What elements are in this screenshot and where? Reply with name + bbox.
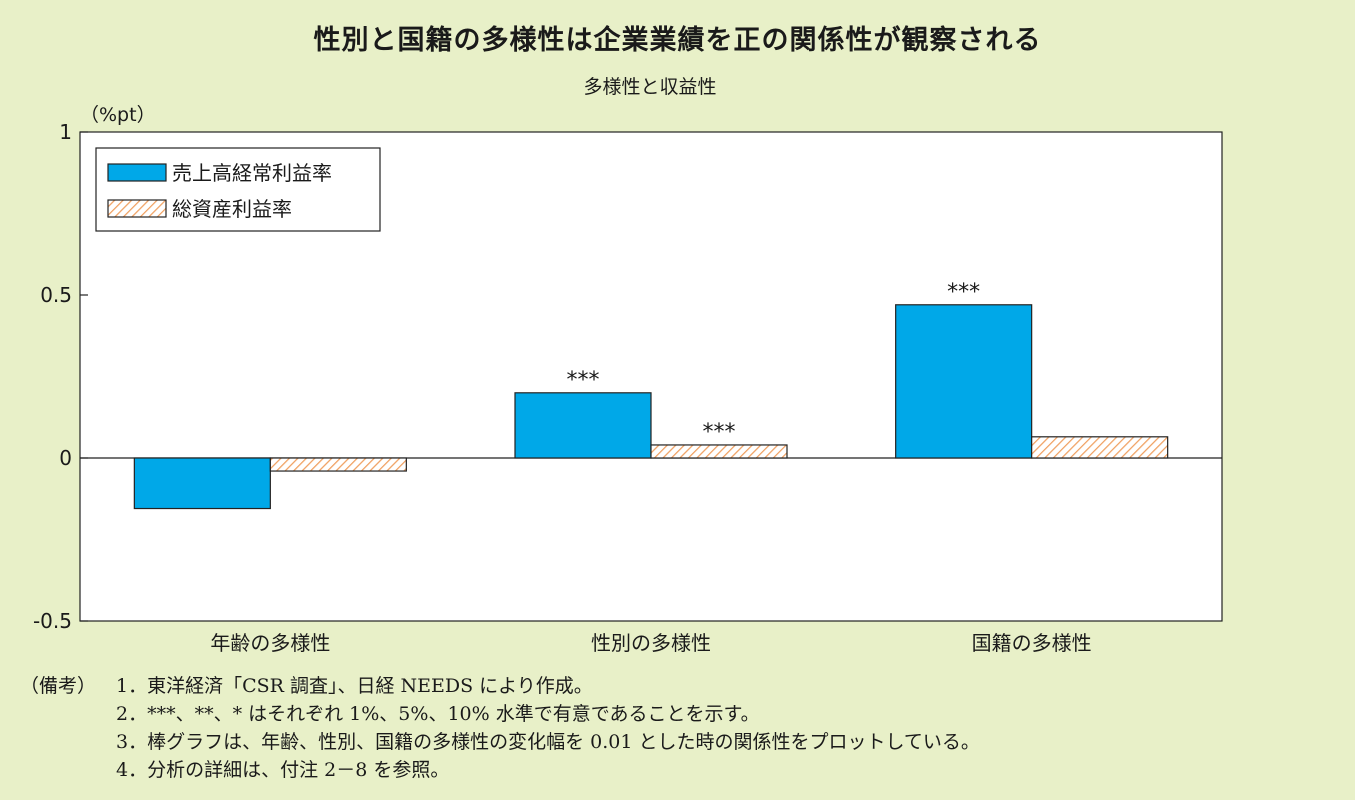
x-tick-label: 年齢の多様性 — [210, 631, 330, 655]
legend-swatch — [107, 163, 167, 182]
bar-chart: -0.5 0 0.5 1 （%pt） 年齢の多様性 *** *** 性別の多様性 *** 国籍の多様… — [33, 104, 1223, 655]
bar — [1031, 436, 1169, 459]
notes-heading: （備考） — [20, 675, 97, 697]
legend-swatch — [107, 199, 167, 218]
x-tick-label: 性別の多様性 — [591, 631, 711, 655]
note-line: 2．***、**、* はそれぞれ 1%、5%、10% 水準で有意であることを示す… — [116, 703, 760, 725]
y-tick-label: 0.5 — [40, 283, 72, 307]
y-tick-label: 0 — [59, 446, 72, 470]
x-tick-label: 国籍の多様性 — [972, 631, 1092, 655]
note-line: 1．東洋経済「CSR 調査」、日経 NEEDS により作成。 — [116, 675, 593, 697]
bar — [650, 444, 788, 459]
legend-label: 総資産利益率 — [172, 197, 292, 221]
bar — [895, 304, 1033, 459]
y-tick-label: -0.5 — [33, 609, 72, 633]
significance-label: *** — [567, 368, 600, 393]
legend-label: 売上高経常利益率 — [172, 161, 332, 185]
y-tick-label: 1 — [59, 120, 72, 144]
y-unit-label: （%pt） — [80, 104, 156, 126]
note-line: 3．棒グラフは、年齢、性別、国籍の多様性の変化幅を 0.01 とした時の関係性を… — [116, 731, 980, 753]
significance-label: *** — [703, 420, 736, 445]
bar — [514, 392, 652, 459]
significance-label: *** — [947, 280, 980, 305]
chart-title: 性別と国籍の多様性は企業業績を正の関係性が観察される — [313, 25, 1042, 56]
bar — [269, 457, 407, 472]
note-line: 4．分析の詳細は、付注 2－8 を参照。 — [116, 759, 450, 781]
bar — [133, 457, 271, 510]
chart-subtitle: 多様性と収益性 — [583, 76, 717, 98]
